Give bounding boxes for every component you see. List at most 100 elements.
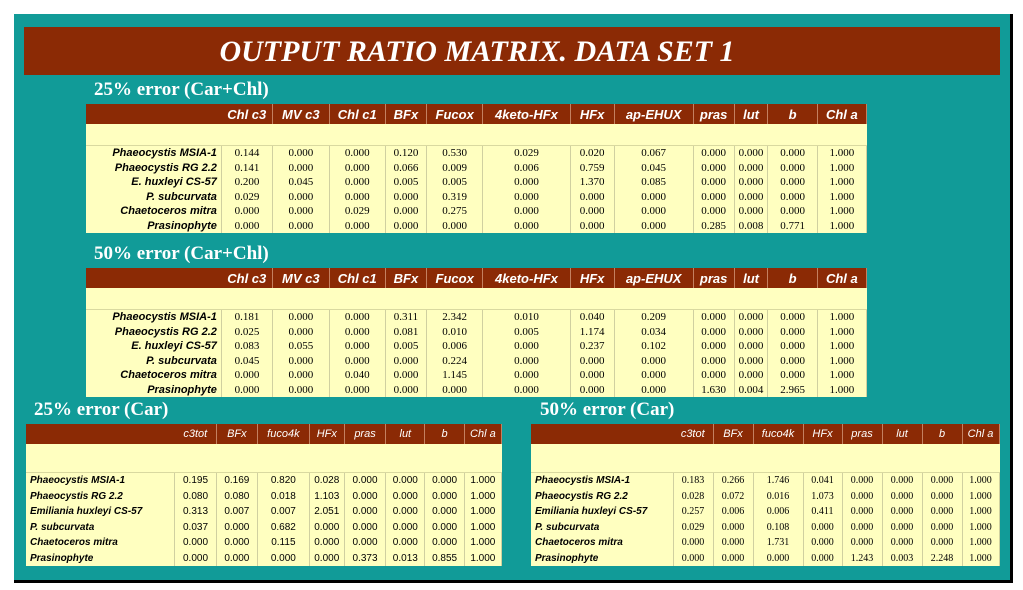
value-cell: 1.000 [464,519,503,535]
value-cell: 0.000 [385,472,426,489]
spacer-cell [482,288,571,310]
column-header-bfx: BFx [385,104,427,124]
spacer-cell [221,124,273,146]
value-cell: 0.000 [216,519,259,535]
value-cell: 0.080 [216,488,259,504]
value-cell: 0.000 [426,218,484,233]
value-cell: 0.000 [174,550,217,566]
value-cell: 0.009 [426,160,484,175]
value-cell: 0.000 [734,160,769,175]
value-cell: 0.000 [482,204,571,219]
value-cell: 0.055 [272,339,330,354]
column-header-b: b [767,268,818,288]
spacer-cell [329,288,386,310]
column-header-b: b [922,424,963,444]
value-cell: 0.041 [803,472,843,489]
table-row: Emiliania huxleyi CS-57 0.257 0.006 0.006 0.… [531,504,1000,520]
spacer-cell [531,444,673,473]
page-title: OUTPUT RATIO MATRIX. DATA SET 1 [219,35,735,68]
header-row: c3tot BFx fuco4k HFx pras lut b Chl a [531,424,1000,444]
value-cell: 1.746 [753,472,804,489]
value-cell: 0.000 [272,189,330,204]
value-cell: 0.000 [221,368,274,383]
value-cell: 0.020 [570,145,615,161]
value-cell: 0.000 [803,519,843,535]
ratio-table-25-car: c3tot BFx fuco4k HFx pras lut b Chl a Phaeocysti… [26,424,503,566]
row-label: Chaetoceros mitra [86,368,222,383]
value-cell: 0.195 [174,472,217,489]
value-cell: 0.000 [803,550,843,566]
value-cell: 0.000 [803,535,843,551]
row-label: P. subcurvata [26,519,176,535]
table-row: Phaeocystis RG 2.2 0.028 0.072 0.016 1.073 0.… [531,488,1000,504]
spacer-cell [614,288,694,310]
value-cell: 0.000 [767,368,818,383]
row-label: Emiliania huxleyi CS-57 [531,504,674,520]
value-cell: 0.108 [753,519,804,535]
value-cell: 0.006 [426,339,484,354]
value-cell: 1.000 [817,218,868,233]
value-cell: 0.040 [570,309,615,325]
table-row: Phaeocystis MSIA-1 0.144 0.000 0.000 0.120 0.… [86,145,868,161]
column-header-fuco4k: fuco4k [753,424,804,444]
value-cell: 0.000 [693,353,735,368]
value-cell: 0.000 [426,382,484,397]
spacer-cell [767,124,818,146]
table-row: Prasinophyte 0.000 0.000 0.000 0.000 0.373 0.0… [26,550,503,566]
value-cell: 0.013 [385,550,426,566]
header-row: c3tot BFx fuco4k HFx pras lut b Chl a [26,424,503,444]
value-cell: 0.000 [424,504,465,520]
table-row: Chaetoceros mitra 0.000 0.000 0.029 0.000 0.2… [86,204,868,219]
spacer-cell [385,288,427,310]
value-cell: 0.000 [424,472,465,489]
spacer-cell [570,124,615,146]
value-cell: 0.000 [272,218,330,233]
value-cell: 0.000 [882,519,923,535]
spacer-cell [693,288,735,310]
value-cell: 0.530 [426,145,484,161]
value-cell: 0.000 [734,204,769,219]
value-cell: 0.000 [882,472,923,489]
row-label: Phaeocystis MSIA-1 [86,145,222,161]
value-cell: 1.000 [817,353,868,368]
value-cell: 1.000 [817,204,868,219]
table-row: E. huxleyi CS-57 0.200 0.045 0.000 0.005 0.00… [86,175,868,190]
value-cell: 0.000 [221,382,274,397]
value-cell: 0.000 [216,550,259,566]
value-cell: 0.000 [767,204,818,219]
value-cell: 0.007 [216,504,259,520]
spacer-cell [673,444,713,473]
column-header-chl-a: Chl a [962,424,1000,444]
column-header-4keto-hfx: 4keto-HFx [482,104,571,124]
spacer-cell [221,288,273,310]
value-cell: 0.120 [385,145,427,161]
value-cell: 0.066 [385,160,427,175]
column-header-bfx: BFx [216,424,259,444]
value-cell: 0.209 [614,309,694,325]
value-cell: 0.045 [614,160,694,175]
value-cell: 0.000 [614,382,694,397]
value-cell: 0.000 [673,535,714,551]
column-header-chl-c3: Chl c3 [221,268,274,288]
value-cell: 0.000 [385,504,426,520]
value-cell: 0.000 [272,145,330,161]
value-cell: 0.000 [734,175,769,190]
spacer-cell [734,288,768,310]
value-cell: 0.000 [482,382,571,397]
value-cell: 0.005 [482,324,571,339]
value-cell: 0.003 [882,550,923,566]
header-corner [86,104,222,124]
value-cell: 0.000 [385,382,427,397]
value-cell: 0.682 [257,519,310,535]
row-label: Phaeocystis RG 2.2 [86,324,222,339]
spacer-cell [257,444,310,473]
value-cell: 0.000 [272,353,330,368]
column-header-hfx: HFx [803,424,843,444]
column-header-fucox: Fucox [426,104,484,124]
value-cell: 0.000 [570,204,615,219]
row-label: Phaeocystis RG 2.2 [26,488,176,504]
value-cell: 1.000 [962,504,1000,520]
column-header-chl-c3: Chl c3 [221,104,274,124]
ratio-table-50-car-chl: Chl c3 MV c3 Chl c1 BFx Fucox 4keto-HFx HFx ap-… [86,268,868,397]
value-cell: 0.000 [482,353,571,368]
